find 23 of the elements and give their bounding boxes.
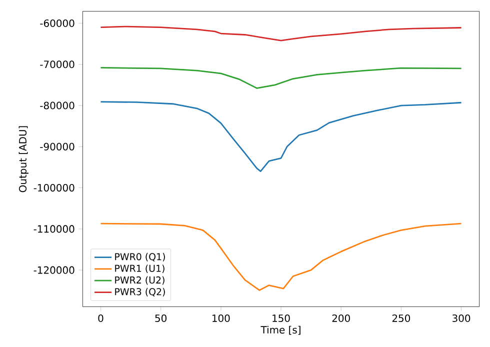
x-tick-label: 300 — [452, 314, 470, 322]
y-tick-label: -120000 — [34, 266, 74, 274]
line-series — [100, 101, 462, 172]
y-tick-label: -80000 — [40, 102, 74, 110]
y-tick-label: -110000 — [34, 225, 74, 233]
legend-label: PWR0 (Q1) — [115, 252, 165, 262]
y-tick-label: -60000 — [40, 19, 74, 27]
legend-label: PWR3 (Q2) — [115, 288, 165, 296]
x-tick-label: 50 — [155, 314, 167, 322]
line-series — [100, 26, 462, 42]
x-tick-label: 150 — [272, 314, 290, 322]
y-tick-label: -70000 — [40, 60, 74, 68]
legend-label: PWR2 (U2) — [115, 276, 164, 285]
y-axis-title: Output [ADU] — [18, 126, 28, 192]
y-tick-label: -90000 — [40, 142, 74, 150]
y-tick-label: -100000 — [34, 184, 74, 192]
x-tick-label: 100 — [212, 314, 230, 322]
x-tick-label: 250 — [392, 314, 410, 322]
x-tick-label: 200 — [332, 314, 350, 322]
x-axis-title: Time [s] — [260, 326, 300, 335]
line-series — [100, 66, 462, 89]
legend-label: PWR1 (U1) — [115, 264, 164, 274]
x-tick-label: 0 — [98, 314, 104, 322]
